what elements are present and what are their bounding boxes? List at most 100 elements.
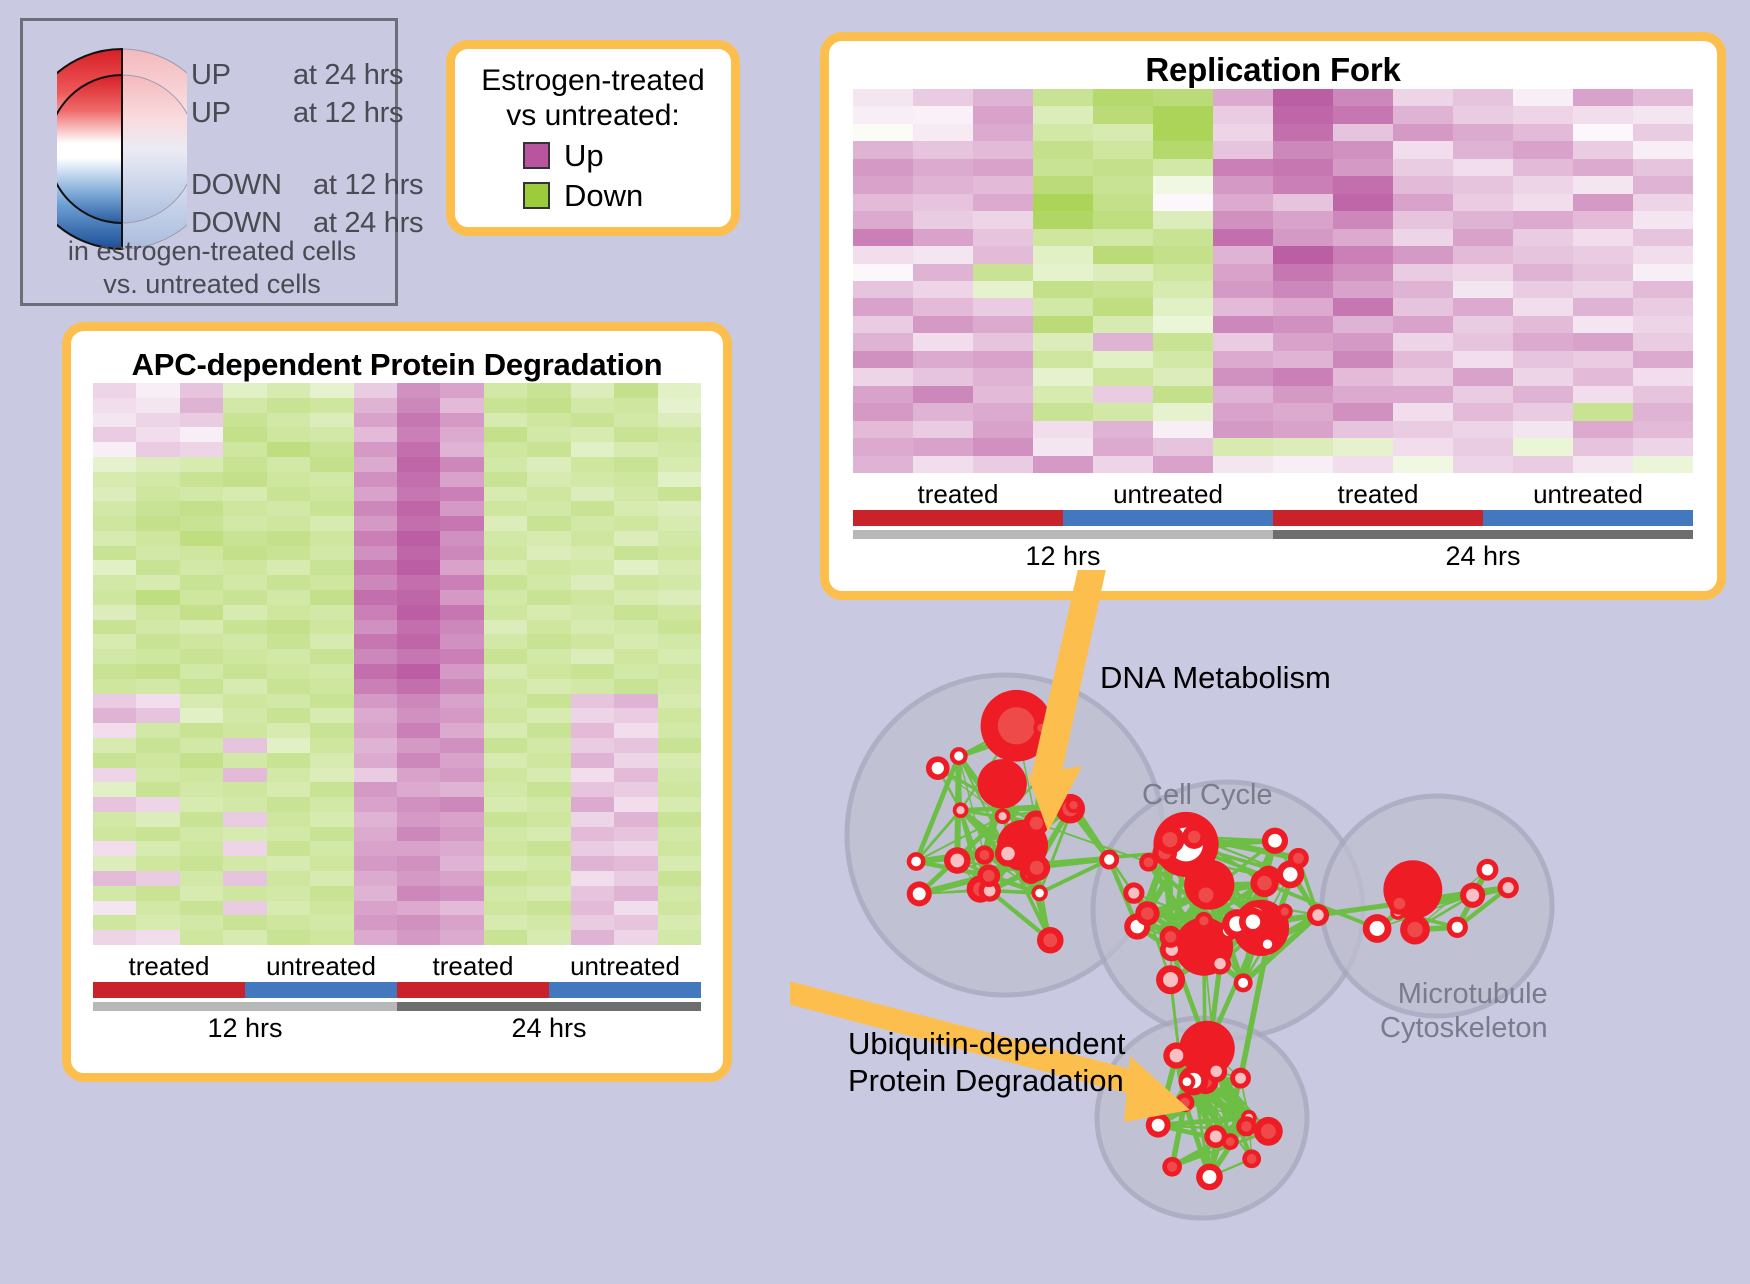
network-node[interactable] bbox=[977, 864, 1000, 887]
network-node[interactable] bbox=[1023, 854, 1050, 881]
rf-group-label-0: treated bbox=[853, 479, 1063, 510]
heatmap-cell bbox=[354, 546, 397, 561]
heatmap-cell bbox=[571, 487, 614, 502]
network-node[interactable] bbox=[1037, 927, 1064, 954]
heatmap-cell bbox=[913, 264, 973, 281]
heatmap-cell bbox=[267, 605, 310, 620]
heatmap-cell bbox=[1033, 333, 1093, 350]
network-node[interactable] bbox=[1307, 904, 1329, 926]
network-node[interactable] bbox=[1205, 1060, 1227, 1082]
cycle-time-down-12: at 12 hrs bbox=[313, 169, 423, 202]
heatmap-cell bbox=[973, 141, 1033, 158]
heatmap-cell bbox=[1153, 368, 1213, 385]
network-node[interactable] bbox=[1024, 810, 1049, 835]
heatmap-cell bbox=[571, 649, 614, 664]
network-node[interactable] bbox=[1476, 859, 1498, 881]
network-node[interactable] bbox=[1031, 885, 1047, 901]
heatmap-cell bbox=[1513, 386, 1573, 403]
network-node[interactable] bbox=[950, 747, 968, 765]
heatmap-cell bbox=[614, 797, 657, 812]
heatmap-cell bbox=[658, 915, 701, 930]
node-inner-core bbox=[1370, 921, 1385, 936]
network-node[interactable] bbox=[1162, 1157, 1182, 1177]
heatmap-cell bbox=[354, 871, 397, 886]
network-node[interactable] bbox=[1230, 1068, 1251, 1089]
network-node[interactable] bbox=[1234, 973, 1253, 992]
heatmap-cell bbox=[397, 841, 440, 856]
node-inner-core bbox=[1238, 978, 1248, 988]
network-node[interactable] bbox=[1363, 914, 1392, 943]
network-node[interactable] bbox=[1123, 882, 1144, 903]
network-node[interactable] bbox=[1155, 825, 1184, 854]
node-inner-core bbox=[1144, 857, 1154, 867]
heatmap-cell bbox=[354, 560, 397, 575]
network-node[interactable] bbox=[1236, 1116, 1256, 1136]
network-node[interactable] bbox=[1259, 935, 1277, 953]
network-node[interactable] bbox=[1254, 1117, 1283, 1146]
network-node[interactable] bbox=[1242, 1149, 1261, 1168]
network-node[interactable] bbox=[1288, 848, 1309, 869]
node-inner-core bbox=[1293, 853, 1304, 864]
network-node[interactable] bbox=[1191, 881, 1220, 910]
heatmap-cell bbox=[1273, 403, 1333, 420]
network-node[interactable] bbox=[907, 881, 932, 906]
network-node[interactable] bbox=[1182, 825, 1206, 849]
heatmap-cell bbox=[973, 316, 1033, 333]
network-node[interactable] bbox=[1066, 797, 1082, 813]
heatmap-cell bbox=[223, 442, 266, 457]
network-node[interactable] bbox=[953, 802, 969, 818]
network-node[interactable] bbox=[1099, 850, 1119, 870]
heatmap-cell bbox=[267, 753, 310, 768]
heatmap-cell bbox=[973, 351, 1033, 368]
network-node[interactable] bbox=[977, 759, 1026, 808]
network-node[interactable] bbox=[1250, 869, 1278, 897]
network-node[interactable] bbox=[1033, 720, 1049, 736]
network-node[interactable] bbox=[1277, 904, 1293, 920]
heatmap-cell bbox=[136, 915, 179, 930]
heatmap-cell bbox=[136, 531, 179, 546]
network-node[interactable] bbox=[944, 847, 971, 874]
heatmap-cell bbox=[1333, 106, 1393, 123]
heatmap-cell bbox=[527, 605, 570, 620]
network-node[interactable] bbox=[975, 845, 994, 864]
heatmap-cell bbox=[484, 560, 527, 575]
network-node[interactable] bbox=[995, 808, 1011, 824]
node-inner-core bbox=[1188, 831, 1201, 844]
network-node[interactable] bbox=[1160, 926, 1182, 948]
heatmap-cell bbox=[180, 886, 223, 901]
network-node[interactable] bbox=[907, 852, 926, 871]
heatmap-cell bbox=[484, 812, 527, 827]
network-node[interactable] bbox=[1388, 892, 1410, 914]
network-node[interactable] bbox=[1156, 965, 1185, 994]
network-node[interactable] bbox=[1175, 1093, 1194, 1112]
network-node[interactable] bbox=[1196, 1164, 1223, 1191]
network-node[interactable] bbox=[995, 841, 1021, 867]
heatmap-cell bbox=[1033, 124, 1093, 141]
heatmap-cell bbox=[440, 768, 483, 783]
network-node[interactable] bbox=[1222, 1133, 1239, 1150]
heatmap-cell bbox=[658, 694, 701, 709]
network-node[interactable] bbox=[1209, 953, 1231, 975]
heatmap-cell bbox=[571, 930, 614, 945]
network-node[interactable] bbox=[1146, 1113, 1171, 1138]
network-node[interactable] bbox=[1030, 771, 1047, 788]
down-color-swatch bbox=[523, 182, 550, 209]
network-node[interactable] bbox=[1139, 853, 1158, 872]
heatmap-cell bbox=[310, 531, 353, 546]
network-node[interactable] bbox=[1195, 912, 1213, 930]
heatmap-cell bbox=[913, 421, 973, 438]
network-node[interactable] bbox=[926, 756, 950, 780]
network-node[interactable] bbox=[1262, 828, 1288, 854]
network-node[interactable] bbox=[1135, 901, 1159, 925]
heatmap-cell bbox=[440, 472, 483, 487]
network-node[interactable] bbox=[1447, 917, 1468, 938]
network-node[interactable] bbox=[1460, 883, 1485, 908]
network-node[interactable] bbox=[1163, 1042, 1189, 1068]
network-node[interactable] bbox=[1179, 1073, 1196, 1090]
heatmap-cell bbox=[571, 708, 614, 723]
network-node[interactable] bbox=[1400, 915, 1430, 945]
heatmap-cell bbox=[1333, 89, 1393, 106]
network-node[interactable] bbox=[1498, 877, 1519, 898]
heatmap-cell bbox=[1633, 403, 1693, 420]
network-node[interactable] bbox=[1239, 908, 1267, 936]
